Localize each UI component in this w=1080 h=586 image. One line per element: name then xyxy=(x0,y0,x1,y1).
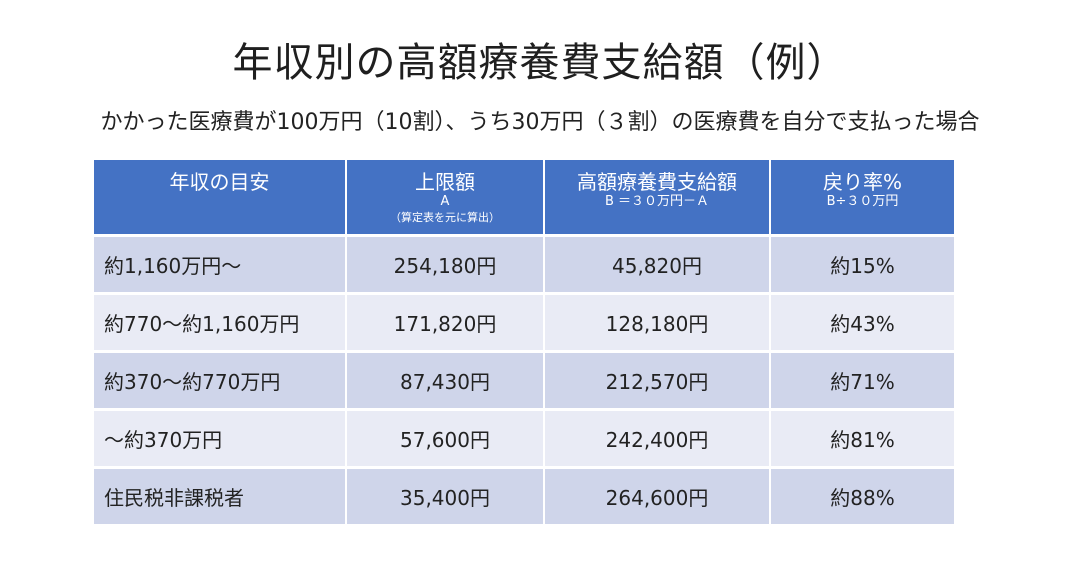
header-rate-sub: B÷３０万円 xyxy=(826,194,899,209)
cell-benefit: 242,400円 xyxy=(544,409,771,469)
header-income-label: 年収の目安 xyxy=(169,170,270,194)
header-income: 年収の目安 xyxy=(94,160,347,237)
header-rate: 戻り率% B÷３０万円 xyxy=(770,160,954,237)
cell-income: 約770～約1,160万円 xyxy=(94,293,347,353)
table-row: 住民税非課税者 35,400円 264,600円 約88% xyxy=(94,467,954,527)
cell-income: 約1,160万円～ xyxy=(94,235,347,295)
cell-rate: 約71% xyxy=(770,351,954,411)
cell-income: ～約370万円 xyxy=(94,409,347,469)
header-benefit-label: 高額療養費支給額 xyxy=(577,170,737,194)
table-header: 年収の目安 上限額 A （算定表を元に算出） 高額療養費支給額 B ＝３０万円－… xyxy=(94,160,954,237)
cell-rate: 約15% xyxy=(770,235,954,295)
header-benefit: 高額療養費支給額 B ＝３０万円－Ａ xyxy=(544,160,771,237)
cell-income: 約370～約770万円 xyxy=(94,351,347,411)
cell-rate: 約43% xyxy=(770,293,954,353)
cell-rate: 約81% xyxy=(770,409,954,469)
page-subtitle: かかった医療費が100万円（10割）、うち30万円（３割）の医療費を自分で支払っ… xyxy=(100,110,980,135)
table-body: 約1,160万円～ 254,180円 45,820円 約15% 約770～約1,… xyxy=(94,235,954,527)
cell-limit: 254,180円 xyxy=(346,235,545,295)
cell-limit: 171,820円 xyxy=(346,293,545,353)
header-row: 年収の目安 上限額 A （算定表を元に算出） 高額療養費支給額 B ＝３０万円－… xyxy=(94,160,954,237)
cell-limit: 57,600円 xyxy=(346,409,545,469)
header-limit-sub: A xyxy=(440,194,450,209)
header-limit-label: 上限額 xyxy=(415,170,475,194)
table-row: ～約370万円 57,600円 242,400円 約81% xyxy=(94,409,954,469)
cell-limit: 87,430円 xyxy=(346,351,545,411)
cell-limit: 35,400円 xyxy=(346,467,545,527)
page-title: 年収別の高額療養費支給額（例） xyxy=(232,40,848,86)
header-rate-label: 戻り率% xyxy=(822,170,902,194)
benefit-table: 年収の目安 上限額 A （算定表を元に算出） 高額療養費支給額 B ＝３０万円－… xyxy=(94,160,954,527)
table-row: 約370～約770万円 87,430円 212,570円 約71% xyxy=(94,351,954,411)
header-limit: 上限額 A （算定表を元に算出） xyxy=(346,160,545,237)
cell-income: 住民税非課税者 xyxy=(94,467,347,527)
header-benefit-sub: B ＝３０万円－Ａ xyxy=(604,194,710,209)
cell-benefit: 128,180円 xyxy=(544,293,771,353)
table-row: 約1,160万円～ 254,180円 45,820円 約15% xyxy=(94,235,954,295)
cell-benefit: 264,600円 xyxy=(544,467,771,527)
cell-benefit: 212,570円 xyxy=(544,351,771,411)
cell-rate: 約88% xyxy=(770,467,954,527)
cell-benefit: 45,820円 xyxy=(544,235,771,295)
table-row: 約770～約1,160万円 171,820円 128,180円 約43% xyxy=(94,293,954,353)
header-limit-note: （算定表を元に算出） xyxy=(390,211,500,224)
